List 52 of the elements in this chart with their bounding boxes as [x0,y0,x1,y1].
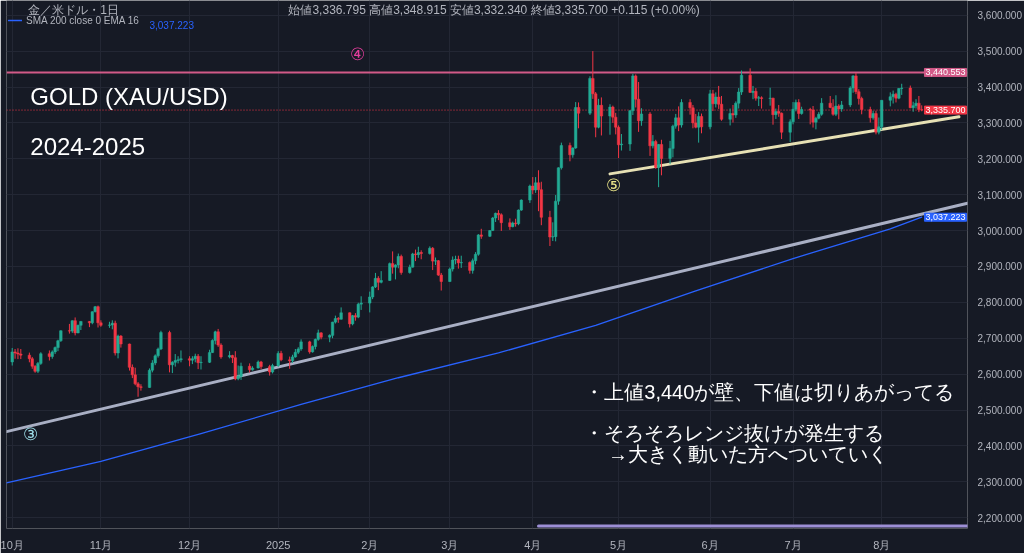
annotation: 3,037.223 [149,20,195,32]
candlestick [774,108,778,120]
y-tick-label: 3,100.000 [977,189,1023,201]
y-tick-label: 2,400.000 [977,440,1023,452]
text: 2024-2025 [30,132,146,160]
x-tick-label: 6月 [701,538,719,551]
data-label: 3,037.223 [925,212,966,223]
annotation: ・そろそろレンジ抜けが発生する [584,422,885,445]
y-tick-label: 2,300.000 [977,476,1023,488]
candlestick [651,134,655,149]
annotation: ⑤ [605,176,621,196]
x-tick-label: 7月 [784,538,802,551]
y-tick-label: 2,600.000 [977,369,1023,381]
candlestick [814,116,818,130]
x-tick-label: 8月 [873,538,891,551]
y-tick-label: 3,600.000 [977,10,1023,22]
annotation: ・上値3,440が壁、下値は切りあがってる [584,380,955,403]
y-tick-label: 2,900.000 [977,261,1023,273]
x-tick-label: 11月 [89,538,113,551]
annotation: →大きく動いた方へついていく [608,443,889,466]
y-tick-label: 3,400.000 [977,82,1023,93]
candlestick [731,104,735,124]
x-tick-label: 4月 [524,538,542,551]
y-tick-label: 2,500.000 [977,405,1023,417]
y-tick-label: 2,700.000 [977,333,1023,345]
y-tick-label: 2,200.000 [977,512,1023,524]
x-tick-label: 3月 [441,538,459,551]
y-tick-label: 2,800.000 [977,297,1023,309]
x-tick-label: 5月 [610,538,628,551]
candlestick [13,348,17,360]
x-tick-label: 2月 [361,538,379,551]
ref-line-label: 3,335.700 [925,105,966,116]
annotation: ③ [22,424,38,444]
annotation: 始値3,336.795 高値3,348.915 安値3,332.340 終値3,335.700 +0.115 (+0.00%) [288,3,700,18]
annotation: ④ [350,45,366,65]
candlestick [748,67,752,94]
text: GOLD (XAU/USD) [30,83,228,111]
candlestick [179,349,183,363]
x-tick-label: 10月 [0,538,24,551]
x-tick-label: 12月 [177,538,202,551]
candlestick [914,98,918,110]
candlestick [199,355,203,370]
y-tick-label: 3,500.000 [977,46,1023,58]
y-tick-label: 3,300.000 [977,117,1023,129]
candlestick [548,210,552,247]
candlestick [834,94,838,117]
ref-line-label: 3,440.553 [925,67,966,78]
x-tick-label: 2025 [265,538,291,551]
y-tick-label: 3,000.000 [977,225,1023,237]
candlestick [728,108,732,126]
y-tick-label: 3,200.000 [977,153,1023,165]
candlestick [657,143,661,188]
